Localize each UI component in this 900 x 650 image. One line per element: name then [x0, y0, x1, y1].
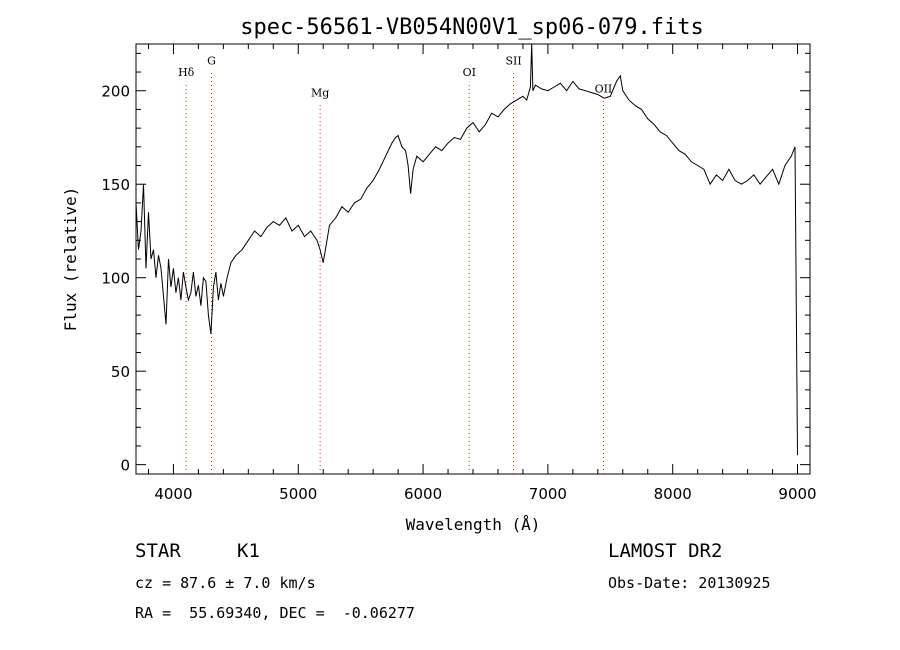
spectral-line-label: G: [207, 55, 216, 68]
x-tick-label: 7000: [529, 485, 567, 503]
chart-title: spec-56561-VB054N00V1_sp06-079.fits: [240, 15, 704, 40]
y-tick-label: 150: [101, 176, 130, 194]
spectral-line-label: Hδ: [178, 66, 195, 79]
flux-series-line: [135, 43, 798, 456]
x-tick-label: 4000: [154, 485, 192, 503]
spectral-line-label: SII: [505, 55, 521, 68]
plot-frame: [135, 43, 811, 475]
y-axis-label: Flux (relative): [61, 187, 80, 332]
y-tick-label: 200: [101, 83, 130, 101]
object-class: STAR: [135, 540, 181, 562]
axis-ticks: 4000 5000 6000 7000 8000 9000 0 50 100 150 200: [101, 44, 817, 503]
observation-date: Obs-Date: 20130925: [608, 574, 771, 592]
spectral-line-label: Mg: [311, 86, 329, 99]
y-tick-label: 100: [101, 270, 130, 288]
object-subclass: K1: [237, 540, 260, 562]
x-tick-label: 9000: [778, 485, 816, 503]
redshift-text: cz = 87.6 ± 7.0 km/s: [135, 574, 316, 592]
x-tick-label: 5000: [279, 485, 317, 503]
x-axis-label: Wavelength (Å): [406, 515, 541, 534]
spectral-line-label: OI: [463, 66, 476, 79]
y-tick-label: 0: [120, 457, 130, 475]
x-tick-label: 8000: [654, 485, 692, 503]
x-tick-label: 6000: [404, 485, 442, 503]
y-tick-label: 50: [111, 363, 130, 381]
spectral-line-label: OII: [595, 83, 613, 96]
survey-name: LAMOST DR2: [608, 540, 723, 562]
coordinates-text: RA = 55.69340, DEC = -0.06277: [135, 604, 415, 622]
spectral-line-markers: Hδ G Mg OI SII OII: [178, 55, 612, 474]
